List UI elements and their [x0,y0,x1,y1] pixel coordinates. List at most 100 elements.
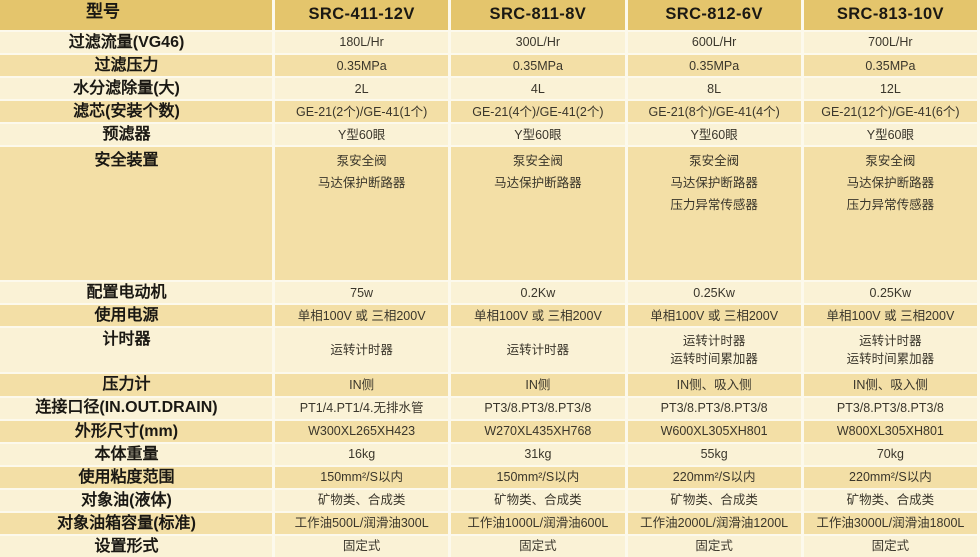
cell-line: PT3/8.PT3/8.PT3/8 [660,400,768,415]
cell-line: 单相100V 或 三相200V [473,308,602,323]
label-segment: 时 [118,331,135,349]
label-segment: 尺 [106,422,123,440]
spec-cell-viscosity-range-src-813-10v: 220mm²/S以内 [800,466,977,488]
row-label-text: 配置电动机 [72,281,199,304]
spec-cell-pressure-gauge-src-813-10v: IN侧、吸入侧 [800,374,977,396]
spec-cell-timer-src-813-10v: 运转计时器 运转时间累加器 [800,328,977,373]
row-installation-type: 设置形式 固定式 固定式 固定式 固定式 [0,533,977,557]
cell-line: W800XL305XH801 [836,424,944,439]
cell-line: 矿物类、合成类 [846,493,935,508]
cell-line: PT3/8.PT3/8.PT3/8 [836,400,944,415]
spec-cell-installation-type-src-813-10v: 固定式 [800,535,977,557]
cell-line: 单相100V 或 三相200V [297,308,426,323]
spec-cell-safety-devices-src-812-6v: 泵安全阀 马达保护断路器 压力异常传感器 [624,147,801,281]
label-segment: 器 [134,126,151,144]
spec-cell-body-weight-src-411-12v: 16kg [272,443,448,465]
row-pre-filter: 预滤器 Y型60眼 Y型60眼 Y型60眼 Y型60眼 [0,122,977,146]
spec-cell-filter-element-count-src-813-10v: GE-21(12个)/GE-41(6个) [800,101,977,123]
cell-line: 8L [707,81,722,96]
spec-cell-outer-dimensions-src-813-10v: W800XL305XH801 [800,420,977,442]
label-segment: 油(液体) [113,491,172,509]
label-segment: 动 [134,284,151,302]
model-header-src-812-6v: SRC-812-6V [624,0,801,30]
cell-line: 单相100V 或 三相200V [826,308,955,323]
cell-line: 压力异常传感器 [846,198,935,213]
cell-line: 工作油2000L/润滑油1200L [640,516,789,531]
spec-cell-pressure-gauge-src-411-12v: IN侧 [272,374,448,396]
label-segment: 对 [81,491,98,509]
row-label: 安全装置 [0,147,272,280]
row-filtration-flow: 过滤流量(VG46) 180L/Hr 300L/Hr 600L/Hr 700L/Hr [0,30,977,54]
row-label: 压力计 [0,374,272,395]
cell-line: 矿物类、合成类 [494,493,582,508]
label-segment: 对 [57,514,74,532]
spec-cell-target-oil-src-811-8v: 矿物类、合成类 [448,489,624,511]
cell-line: Y型60眼 [866,127,914,142]
cell-line: 300L/Hr [515,35,561,50]
label-segment: 过 [68,33,85,51]
row-target-oil: 对象油(液体) 矿物类、合成类 矿物类、合成类 矿物类、合成类 矿物类、合成类 [0,487,977,511]
row-label-text: 过滤流量(VG46) [55,31,218,54]
label-segment: 大 [158,80,175,98]
spec-cell-power-supply-src-811-8v: 单相100V 或 三相200V [448,305,624,327]
spec-cell-pre-filter-src-813-10v: Y型60眼 [800,124,977,146]
spec-cell-target-tank-capacity-src-813-10v: 工作油3000L/润滑油1800L [800,512,977,534]
spec-cell-filtration-flow-src-813-10v: 700L/Hr [800,32,977,54]
label-segment: 预 [102,126,119,144]
row-label-text: 本体重量 [80,443,191,466]
row-outer-dimensions: 外形尺寸(mm) W300XL265XH423 W270XL435XH768 W600… [0,418,977,443]
cell-line: 150mm²/S以内 [496,470,580,485]
label-segment: 容 [121,514,138,532]
spec-cell-connection-diameter-src-813-10v: PT3/8.PT3/8.PT3/8 [800,397,977,419]
row-label-text: 计时器 [88,328,183,372]
row-label: 过滤流量(VG46) [0,32,272,53]
label-segment: 置 [110,537,127,555]
label-segment: 力 [118,376,135,394]
model-header-src-411-12v: SRC-411-12V [272,0,448,30]
cell-line: 泵安全阀 [865,154,916,169]
label-segment: 式 [142,537,159,555]
label-segment: 型 [86,2,103,21]
spec-cell-safety-devices-src-411-12v: 泵安全阀 马达保护断路器 [272,147,448,281]
row-label-text: 使用电源 [80,304,191,327]
spec-cell-body-weight-src-811-8v: 31kg [448,443,624,465]
row-label-text: 预滤器 [88,123,183,146]
label-segment: 分 [89,80,106,98]
label-segment: 体 [110,445,127,463]
spec-cell-equipped-motor-src-411-12v: 75w [272,282,448,304]
label-segment: 芯(安装个数) [89,103,180,121]
label-segment: 箱 [105,514,122,532]
row-filter-element-count: 滤芯(安装个数) GE-21(2个)/GE-41(1个) GE-21(4个)/GE-… [0,99,977,123]
label-segment: 计 [102,331,119,349]
row-label-text: 外形尺寸(mm) [61,420,211,443]
cell-line: 0.2Kw [520,285,556,300]
spec-cell-timer-src-812-6v: 运转计时器 运转时间累加器 [624,328,801,373]
spec-cell-pre-filter-src-411-12v: Y型60眼 [272,124,448,146]
spec-cell-filtration-flow-src-411-12v: 180L/Hr [272,32,448,54]
label-segment: 外 [74,422,91,440]
row-pressure-gauge: 压力计 IN侧 IN侧 IN侧、吸入侧 IN侧、吸入侧 [0,372,977,396]
row-label: 配置电动机 [0,282,272,303]
cell-line: 150mm²/S以内 [320,470,403,485]
label-segment: 象 [97,491,114,509]
cell-line: 600L/Hr [691,35,737,50]
cell-line: 工作油500L/润滑油300L [294,516,429,531]
label-segment: 流 [100,33,117,51]
cell-line: 0.35MPa [512,58,563,73]
row-label-text: 设置形式 [80,535,191,557]
spec-cell-connection-diameter-src-811-8v: PT3/8.PT3/8.PT3/8 [448,397,624,419]
label-segment: 量( [137,80,159,98]
label-segment: 压 [102,376,119,394]
row-label: 对象油(液体) [0,490,272,511]
spec-cell-filtration-pressure-src-812-6v: 0.35MPa [624,55,801,77]
cell-line: 220mm²/S以内 [849,470,932,485]
label-segment: ) [174,80,180,98]
spec-cell-filter-element-count-src-411-12v: GE-21(2个)/GE-41(1个) [272,101,448,123]
spec-cell-timer-src-811-8v: 运转计时器 [448,328,624,373]
cell-line: 220mm²/S以内 [672,470,756,485]
spec-cell-viscosity-range-src-811-8v: 150mm²/S以内 [448,466,624,488]
cell-line: 70kg [876,447,904,462]
cell-line: IN侧、吸入侧 [852,377,928,392]
cell-line: 运转时间累加器 [846,352,935,367]
